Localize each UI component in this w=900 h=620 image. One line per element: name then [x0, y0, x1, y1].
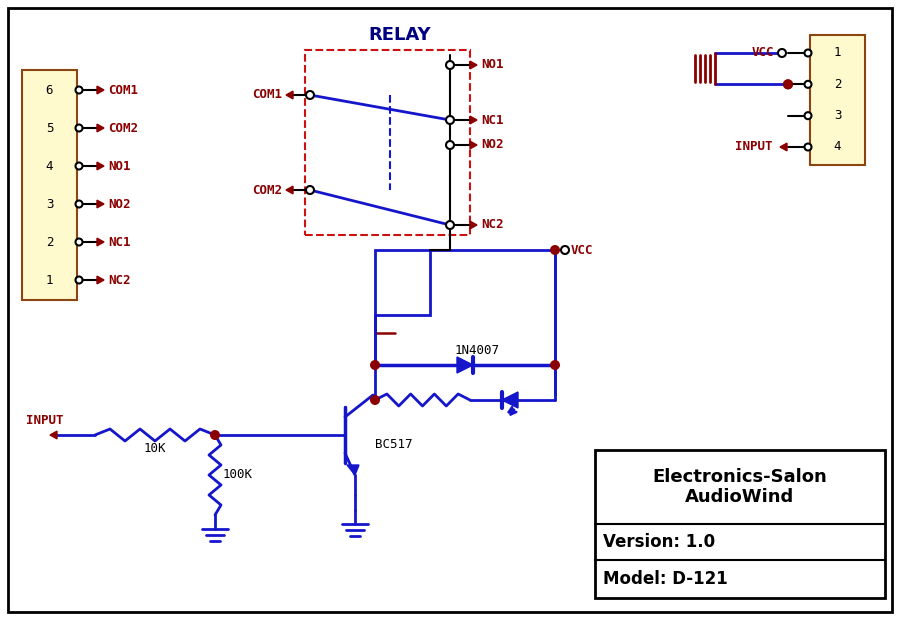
Text: Model: D-121: Model: D-121: [603, 570, 728, 588]
Polygon shape: [470, 61, 477, 69]
Text: BC517: BC517: [375, 438, 412, 451]
Text: 2: 2: [46, 236, 53, 249]
Text: NC2: NC2: [481, 218, 503, 231]
Polygon shape: [502, 392, 518, 408]
Text: 4: 4: [833, 141, 842, 154]
Polygon shape: [780, 143, 787, 151]
Text: RELAY: RELAY: [369, 26, 431, 44]
Bar: [595, 450, 885, 598]
Circle shape: [76, 200, 83, 208]
Text: NO1: NO1: [481, 58, 503, 71]
Circle shape: [446, 116, 454, 124]
Polygon shape: [457, 357, 473, 373]
Polygon shape: [470, 141, 477, 149]
Polygon shape: [50, 431, 57, 439]
Text: VCC: VCC: [752, 46, 774, 60]
Circle shape: [76, 87, 83, 94]
Circle shape: [76, 277, 83, 283]
Text: NC2: NC2: [108, 273, 130, 286]
Polygon shape: [97, 238, 104, 246]
Circle shape: [550, 360, 560, 370]
Circle shape: [210, 430, 220, 440]
Text: 3: 3: [833, 109, 842, 122]
Bar: [305, 50, 470, 235]
Circle shape: [783, 79, 793, 89]
Text: Version: 1.0: Version: 1.0: [603, 533, 716, 551]
Circle shape: [76, 125, 83, 131]
Text: NC1: NC1: [481, 113, 503, 126]
Bar: [22, 70, 77, 300]
Circle shape: [805, 112, 812, 119]
Polygon shape: [97, 200, 104, 208]
Text: COM1: COM1: [108, 84, 138, 97]
Text: Electronics-Salon
AudioWind: Electronics-Salon AudioWind: [652, 467, 827, 507]
Circle shape: [370, 395, 380, 405]
Text: 1: 1: [46, 273, 53, 286]
Polygon shape: [470, 116, 477, 124]
Text: 5: 5: [46, 122, 53, 135]
Polygon shape: [97, 86, 104, 94]
Circle shape: [370, 360, 380, 370]
Text: 1N4007: 1N4007: [454, 345, 500, 358]
Text: COM1: COM1: [252, 89, 282, 102]
Circle shape: [778, 49, 786, 57]
Text: COM2: COM2: [252, 184, 282, 197]
Text: 6: 6: [46, 84, 53, 97]
Polygon shape: [286, 91, 293, 99]
Circle shape: [783, 79, 793, 89]
Bar: [375, 250, 430, 315]
Circle shape: [805, 143, 812, 151]
Text: 100K: 100K: [223, 469, 253, 482]
Text: 10K: 10K: [144, 443, 166, 456]
Text: INPUT: INPUT: [734, 141, 772, 154]
Polygon shape: [286, 186, 293, 194]
Text: VCC: VCC: [571, 244, 593, 257]
Text: 3: 3: [46, 198, 53, 211]
Polygon shape: [97, 162, 104, 170]
Text: INPUT: INPUT: [26, 415, 64, 428]
Text: NC1: NC1: [108, 236, 130, 249]
Circle shape: [306, 91, 314, 99]
Circle shape: [446, 221, 454, 229]
Text: 4: 4: [46, 159, 53, 172]
Text: COM2: COM2: [108, 122, 138, 135]
Text: 2: 2: [833, 78, 842, 91]
Bar: [810, 35, 865, 165]
Circle shape: [805, 81, 812, 88]
Polygon shape: [97, 124, 104, 132]
Circle shape: [805, 50, 812, 56]
Polygon shape: [97, 276, 104, 284]
Circle shape: [76, 239, 83, 246]
Text: NO1: NO1: [108, 159, 130, 172]
Polygon shape: [347, 465, 359, 475]
Text: NO2: NO2: [108, 198, 130, 211]
Circle shape: [446, 141, 454, 149]
Text: 1: 1: [833, 46, 842, 60]
Circle shape: [76, 162, 83, 169]
Circle shape: [306, 186, 314, 194]
Circle shape: [550, 245, 560, 255]
Circle shape: [561, 246, 569, 254]
Polygon shape: [470, 221, 477, 229]
Circle shape: [446, 61, 454, 69]
Text: NO2: NO2: [481, 138, 503, 151]
